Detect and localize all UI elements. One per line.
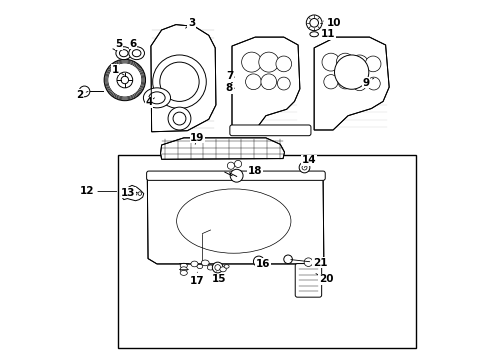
Circle shape [173, 112, 185, 125]
Circle shape [253, 256, 264, 267]
Circle shape [121, 76, 128, 84]
Circle shape [168, 107, 190, 130]
Text: 9: 9 [362, 78, 373, 88]
Ellipse shape [128, 47, 144, 60]
Circle shape [152, 55, 206, 109]
Text: 7: 7 [225, 71, 234, 81]
Circle shape [334, 55, 368, 89]
Text: 6: 6 [129, 39, 136, 49]
Circle shape [227, 162, 234, 169]
FancyBboxPatch shape [229, 125, 310, 136]
Circle shape [275, 56, 291, 72]
Text: 1: 1 [111, 65, 124, 75]
Circle shape [322, 53, 339, 71]
Text: 14: 14 [301, 156, 315, 167]
Polygon shape [151, 24, 216, 132]
Circle shape [337, 75, 352, 89]
Text: 12: 12 [80, 186, 117, 197]
Polygon shape [160, 138, 284, 159]
Text: 13: 13 [121, 188, 137, 198]
Circle shape [212, 262, 223, 273]
Text: 18: 18 [247, 166, 262, 176]
Ellipse shape [119, 50, 128, 57]
Circle shape [350, 55, 367, 73]
Circle shape [117, 72, 132, 88]
Ellipse shape [180, 263, 187, 268]
Text: 15: 15 [212, 271, 226, 284]
FancyBboxPatch shape [295, 264, 321, 297]
Circle shape [299, 162, 309, 173]
Circle shape [241, 52, 261, 72]
Circle shape [234, 160, 241, 167]
Text: 2: 2 [76, 90, 88, 100]
Ellipse shape [197, 264, 203, 269]
Circle shape [133, 192, 137, 195]
Ellipse shape [224, 265, 229, 268]
Circle shape [305, 15, 322, 31]
Circle shape [304, 258, 312, 266]
Circle shape [258, 52, 278, 72]
Circle shape [302, 165, 306, 170]
Text: 5: 5 [115, 39, 122, 49]
Text: 17: 17 [190, 272, 204, 286]
Ellipse shape [220, 267, 226, 272]
Ellipse shape [143, 88, 170, 108]
Circle shape [283, 255, 292, 264]
Circle shape [245, 74, 261, 90]
Circle shape [160, 62, 199, 102]
FancyBboxPatch shape [118, 155, 415, 348]
Polygon shape [147, 173, 323, 264]
Text: 4: 4 [145, 97, 154, 107]
Ellipse shape [116, 47, 131, 60]
Circle shape [365, 56, 380, 72]
Circle shape [323, 75, 337, 89]
Text: 21: 21 [290, 258, 327, 268]
Circle shape [79, 86, 90, 97]
Circle shape [309, 18, 318, 27]
Ellipse shape [180, 270, 187, 275]
Circle shape [336, 53, 353, 71]
Ellipse shape [148, 92, 165, 104]
Text: 11: 11 [320, 29, 334, 39]
Text: 20: 20 [315, 274, 332, 284]
Text: 19: 19 [190, 133, 204, 144]
Ellipse shape [207, 265, 213, 270]
Ellipse shape [201, 260, 209, 266]
Circle shape [214, 265, 220, 270]
Ellipse shape [190, 261, 198, 267]
Ellipse shape [309, 32, 318, 37]
Circle shape [230, 169, 243, 182]
Circle shape [128, 192, 132, 195]
Circle shape [124, 192, 127, 195]
Text: 8: 8 [225, 83, 234, 93]
Circle shape [277, 77, 290, 90]
Polygon shape [313, 37, 388, 130]
Text: 16: 16 [255, 259, 270, 269]
Ellipse shape [180, 267, 187, 272]
Circle shape [352, 76, 366, 91]
Polygon shape [231, 37, 299, 131]
Text: 3: 3 [185, 18, 195, 28]
Circle shape [261, 74, 276, 90]
FancyBboxPatch shape [146, 171, 325, 180]
Polygon shape [121, 185, 143, 201]
Circle shape [138, 192, 142, 195]
Circle shape [104, 59, 145, 101]
Text: 10: 10 [323, 18, 340, 28]
Ellipse shape [176, 189, 290, 253]
Circle shape [366, 77, 380, 90]
Ellipse shape [132, 50, 141, 57]
Circle shape [256, 259, 261, 264]
